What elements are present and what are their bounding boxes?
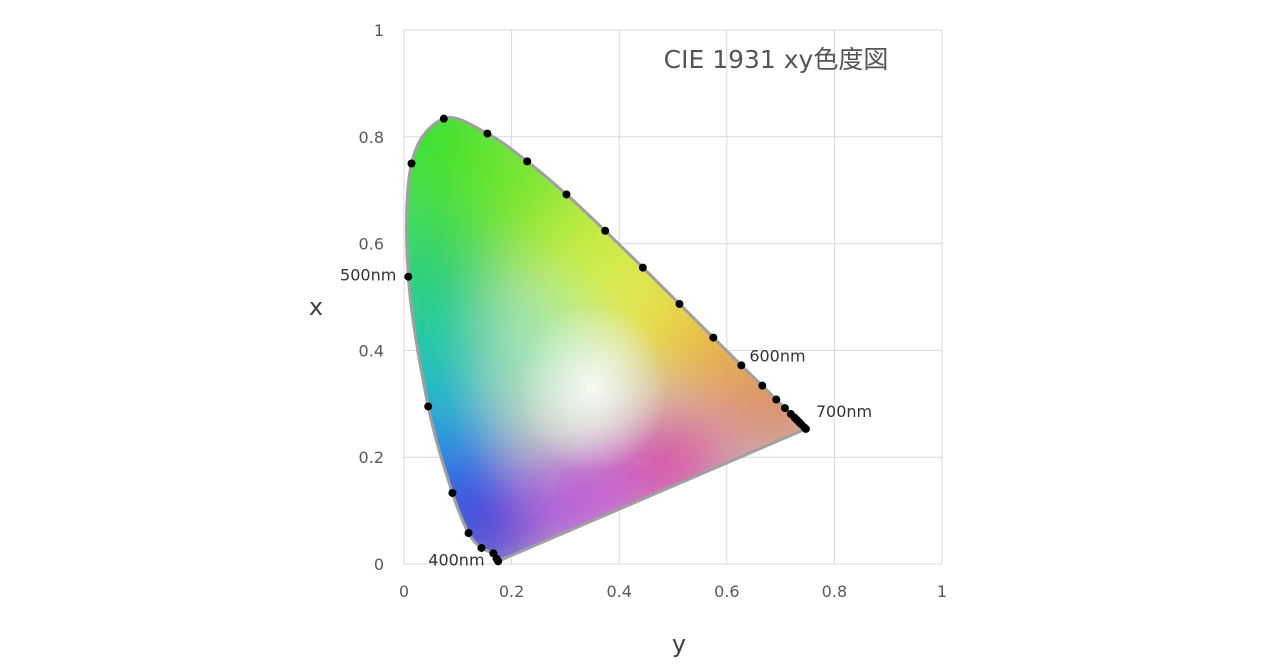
data-point	[523, 157, 532, 166]
y-tick-label: 0.8	[359, 128, 384, 147]
data-point	[737, 361, 746, 370]
data-point	[601, 226, 610, 235]
y-axis-label: x	[309, 293, 323, 321]
tick-labels: 0 0.2 0.4 0.6 0.8 1 0 0.2 0.4 0.6 0.8 1	[359, 21, 948, 601]
chart-title: CIE 1931 xy色度図	[664, 45, 889, 74]
data-point	[709, 333, 718, 342]
x-tick-label: 0.8	[822, 582, 847, 601]
data-point	[483, 129, 492, 138]
y-tick-label: 0.2	[359, 448, 384, 467]
data-point	[772, 395, 781, 404]
x-tick-label: 0.2	[499, 582, 524, 601]
data-point	[489, 549, 498, 558]
data-point	[464, 529, 473, 538]
x-axis-label: y	[672, 630, 686, 658]
data-point	[404, 272, 413, 281]
data-point	[675, 299, 684, 308]
data-point	[638, 263, 647, 272]
data-point	[780, 404, 789, 413]
x-tick-label: 0	[399, 582, 409, 601]
wavelength-label: 400nm	[428, 550, 484, 569]
wavelength-label: 700nm	[816, 402, 872, 421]
x-tick-label: 0.4	[606, 582, 631, 601]
data-point	[801, 424, 810, 433]
y-tick-label: 0.6	[359, 235, 384, 254]
data-point	[439, 114, 448, 123]
x-tick-label: 0.6	[714, 582, 739, 601]
white-point-glow	[516, 302, 668, 474]
wavelength-label: 600nm	[749, 346, 805, 365]
data-point	[477, 543, 486, 552]
wavelength-label: 500nm	[340, 266, 396, 285]
data-point	[407, 159, 416, 168]
color-blob	[742, 371, 806, 447]
wavelength-labels: 400nm 500nm 600nm 700nm	[340, 266, 872, 570]
chromaticity-fill	[406, 117, 806, 562]
color-blob	[406, 291, 491, 410]
data-point	[758, 381, 767, 390]
y-tick-label: 0	[374, 555, 384, 574]
data-point	[562, 190, 571, 199]
data-point	[448, 488, 457, 497]
spectral-points	[404, 114, 810, 566]
y-tick-label: 0.4	[359, 341, 384, 360]
data-point	[424, 402, 433, 411]
y-tick-label: 1	[374, 21, 384, 40]
x-tick-label: 1	[937, 582, 947, 601]
